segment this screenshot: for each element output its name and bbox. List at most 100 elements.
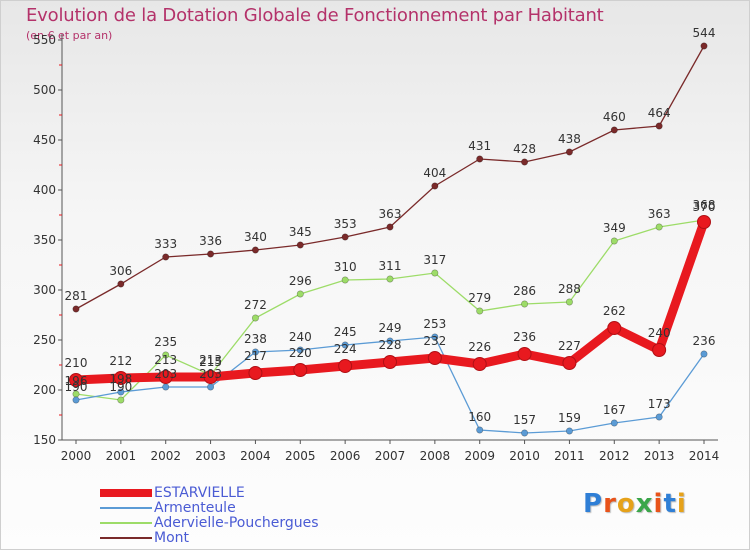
x-tick-label: 2000 — [61, 449, 92, 463]
data-point-estarvielle — [158, 370, 173, 384]
data-point-estarvielle — [203, 370, 218, 384]
data-label-adervielle-pouchergues: 317 — [423, 253, 446, 267]
data-point-armenteule — [431, 333, 439, 341]
data-point-armenteule — [207, 383, 215, 391]
data-label-mont: 438 — [558, 132, 581, 146]
data-point-mont — [341, 233, 349, 241]
chart-subtitle: (en € et par an) — [26, 29, 113, 42]
legend-label-mont: Mont — [154, 530, 190, 546]
data-label-estarvielle: 228 — [379, 338, 402, 352]
data-label-armenteule: 159 — [558, 411, 581, 425]
data-point-mont — [251, 246, 259, 254]
data-label-armenteule: 238 — [244, 332, 267, 346]
data-label-mont: 345 — [289, 225, 312, 239]
data-label-mont: 340 — [244, 230, 267, 244]
legend-swatch-armenteule — [100, 507, 152, 509]
data-label-armenteule: 253 — [423, 317, 446, 331]
y-tick-label: 300 — [33, 283, 56, 297]
data-label-mont: 428 — [513, 142, 536, 156]
y-tick-label: 400 — [33, 183, 56, 197]
x-tick-label: 2010 — [509, 449, 540, 463]
data-point-armenteule — [655, 413, 663, 421]
data-point-adervielle-pouchergues — [476, 307, 484, 315]
data-label-adervielle-pouchergues: 349 — [603, 221, 626, 235]
data-point-estarvielle — [248, 366, 263, 380]
data-label-mont: 353 — [334, 217, 357, 231]
data-point-estarvielle — [69, 373, 83, 387]
data-point-adervielle-pouchergues — [521, 300, 529, 308]
data-point-mont — [521, 158, 529, 166]
data-point-armenteule — [341, 341, 349, 349]
data-label-estarvielle: 220 — [289, 346, 312, 360]
data-point-adervielle-pouchergues — [386, 275, 394, 283]
data-label-mont: 544 — [693, 26, 716, 40]
x-tick-label: 2008 — [420, 449, 451, 463]
data-point-mont — [72, 305, 80, 313]
data-point-estarvielle — [427, 351, 442, 365]
data-label-estarvielle: 262 — [603, 304, 626, 318]
data-label-mont: 431 — [468, 139, 491, 153]
data-point-mont — [700, 42, 708, 50]
data-point-adervielle-pouchergues — [565, 298, 573, 306]
data-label-estarvielle: 213 — [154, 353, 177, 367]
data-point-adervielle-pouchergues — [162, 351, 170, 359]
data-point-estarvielle — [293, 363, 308, 377]
data-label-armenteule: 167 — [603, 403, 626, 417]
data-point-armenteule — [117, 388, 125, 396]
data-point-estarvielle — [607, 321, 622, 335]
data-label-mont: 404 — [423, 166, 446, 180]
x-tick-label: 2014 — [689, 449, 720, 463]
data-point-armenteule — [476, 426, 484, 434]
y-tick-label: 450 — [33, 133, 56, 147]
data-label-mont: 333 — [154, 237, 177, 251]
y-tick-label: 200 — [33, 383, 56, 397]
data-point-mont — [162, 253, 170, 261]
data-label-armenteule: 203 — [199, 367, 222, 381]
data-point-armenteule — [700, 350, 708, 358]
data-point-mont — [610, 126, 618, 134]
data-label-armenteule: 236 — [693, 334, 716, 348]
data-point-adervielle-pouchergues — [296, 290, 304, 298]
data-point-mont — [655, 122, 663, 130]
data-point-estarvielle — [383, 355, 397, 369]
data-label-adervielle-pouchergues: 288 — [558, 282, 581, 296]
y-tick-label: 150 — [33, 433, 56, 447]
x-tick-label: 2012 — [599, 449, 630, 463]
data-point-adervielle-pouchergues — [655, 223, 663, 231]
data-label-adervielle-pouchergues: 296 — [289, 274, 312, 288]
y-tick-label: 250 — [33, 333, 56, 347]
data-point-mont — [386, 223, 394, 231]
data-label-armenteule: 245 — [334, 325, 357, 339]
data-label-estarvielle: 210 — [65, 356, 88, 370]
legend-swatch-adervielle-pouchergues — [100, 522, 152, 524]
data-point-estarvielle — [472, 357, 487, 371]
x-tick-label: 2002 — [150, 449, 181, 463]
data-point-adervielle-pouchergues — [341, 276, 349, 284]
y-tick-label: 500 — [33, 83, 56, 97]
data-label-adervielle-pouchergues: 190 — [109, 380, 132, 394]
data-label-adervielle-pouchergues: 310 — [334, 260, 357, 274]
x-tick-label: 2003 — [195, 449, 226, 463]
data-label-estarvielle: 232 — [423, 334, 446, 348]
legend-swatch-estarvielle — [100, 489, 152, 497]
data-label-mont: 306 — [109, 264, 132, 278]
data-point-mont — [476, 155, 484, 163]
data-point-estarvielle — [113, 371, 128, 385]
x-tick-label: 2001 — [106, 449, 137, 463]
data-label-estarvielle: 217 — [244, 349, 267, 363]
data-point-adervielle-pouchergues — [117, 396, 125, 404]
proxiti-logo: Proxiti — [583, 489, 687, 519]
data-point-mont — [565, 148, 573, 156]
data-label-estarvielle: 213 — [199, 353, 222, 367]
data-point-mont — [431, 182, 439, 190]
data-label-estarvielle: 236 — [513, 330, 536, 344]
legend-label-armenteule: Armenteule — [154, 500, 236, 516]
data-label-adervielle-pouchergues: 215 — [199, 355, 222, 369]
data-label-armenteule: 160 — [468, 410, 491, 424]
data-label-estarvielle: 227 — [558, 339, 581, 353]
data-label-estarvielle: 240 — [648, 326, 671, 340]
data-point-armenteule — [565, 427, 573, 435]
data-point-estarvielle — [652, 343, 667, 357]
data-label-estarvielle: 368 — [693, 198, 716, 212]
